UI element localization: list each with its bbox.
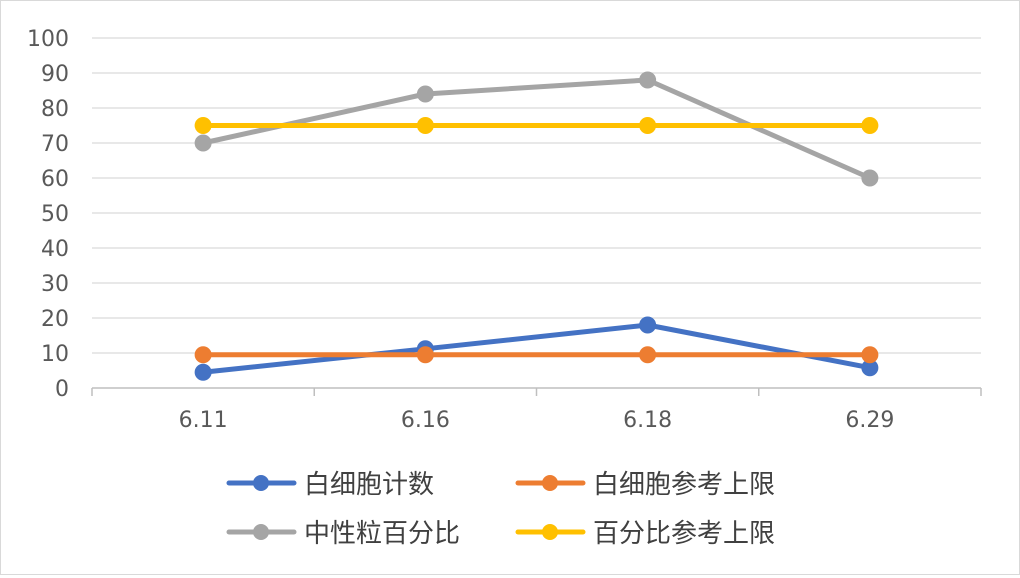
legend-item: 白细胞计数 [226,470,434,500]
x-tick-label: 6.29 [845,408,894,433]
legend-label: 白细胞参考上限 [593,470,775,500]
y-axis-tick-labels: 0 10 20 30 40 50 60 70 80 90 100 [27,27,69,402]
data-point-marker [416,117,434,134]
y-tick-label: 30 [41,272,69,297]
y-tick-label: 70 [41,132,69,157]
data-point-marker [639,316,657,334]
gridlines [92,37,981,354]
data-point-marker [861,346,879,364]
series-0 [194,316,879,381]
y-tick-label: 90 [41,62,69,87]
data-point-marker [639,117,657,134]
legend-swatch-marker [542,475,558,491]
legend-label: 白细胞计数 [304,470,434,500]
data-point-marker [194,363,212,381]
x-axis-tick-labels: 6.11 6.16 6.18 6.29 [179,408,895,433]
data-point-marker [639,346,657,364]
data-point-marker [416,85,434,103]
legend-item: 百分比参考上限 [515,519,775,549]
legend-item: 白细胞参考上限 [515,470,775,500]
series-line [200,322,873,375]
series-line [200,77,873,181]
series-3 [194,117,879,134]
legend-swatch-marker [253,475,269,491]
y-tick-label: 60 [41,167,69,192]
x-tick-label: 6.11 [179,408,228,433]
legend-swatch-marker [542,524,558,540]
legend-label: 中性粒百分比 [304,519,460,549]
series-2 [194,71,879,187]
y-tick-label: 100 [27,27,69,52]
legend-item: 中性粒百分比 [226,519,460,549]
series-1 [194,346,879,364]
x-tick-label: 6.18 [623,408,672,433]
y-tick-label: 80 [41,97,69,122]
x-tick-label: 6.16 [401,408,450,433]
x-axis [91,387,982,396]
data-point-marker [194,117,212,134]
legend-swatch-marker [253,524,269,540]
y-tick-label: 40 [41,237,69,262]
series-lines [194,71,879,381]
y-tick-label: 10 [41,342,69,367]
data-point-marker [861,169,879,187]
data-point-marker [639,71,657,89]
data-point-marker [416,346,434,364]
data-point-marker [194,346,212,364]
data-point-marker [194,134,212,152]
y-tick-label: 20 [41,307,69,332]
data-point-marker [861,117,879,134]
y-tick-label: 50 [41,202,69,227]
y-tick-label: 0 [55,377,69,402]
legend-label: 百分比参考上限 [593,519,775,549]
